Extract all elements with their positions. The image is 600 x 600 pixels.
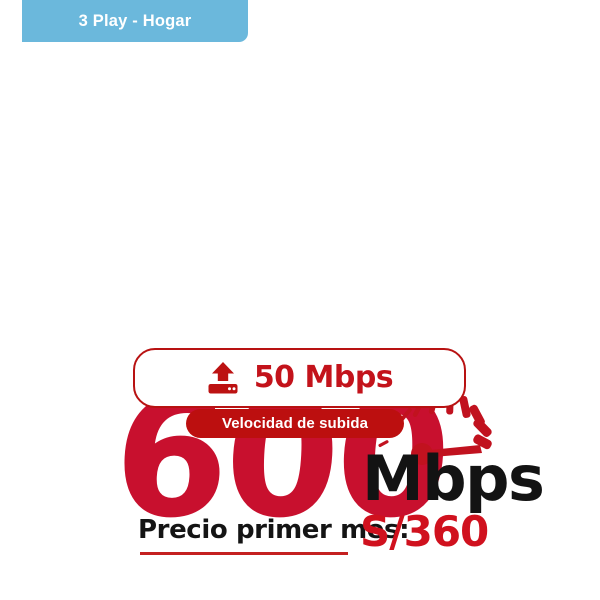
upload-speed-pill-label: Velocidad de subida [221,415,369,432]
upload-speed-value: 50 Mbps [253,360,394,395]
download-speed-hero: 600 [0,186,600,554]
upload-router-icon [206,361,240,395]
price-row: Precio primer mes: S/360 [0,511,600,569]
plan-type-badge: 3 Play - Hogar [22,0,248,42]
price-label: Precio primer mes: [138,515,410,545]
price-label-group: Precio primer mes: [138,515,410,555]
upload-speed-box: 50 Mbps [133,348,466,408]
download-speed-unit: Mbps [362,442,545,515]
upload-speed-pill: Velocidad de subida [186,409,404,438]
plan-type-badge-label: 3 Play - Hogar [78,11,192,30]
price-underline [140,552,348,555]
price-amount: S/360 [360,507,489,556]
